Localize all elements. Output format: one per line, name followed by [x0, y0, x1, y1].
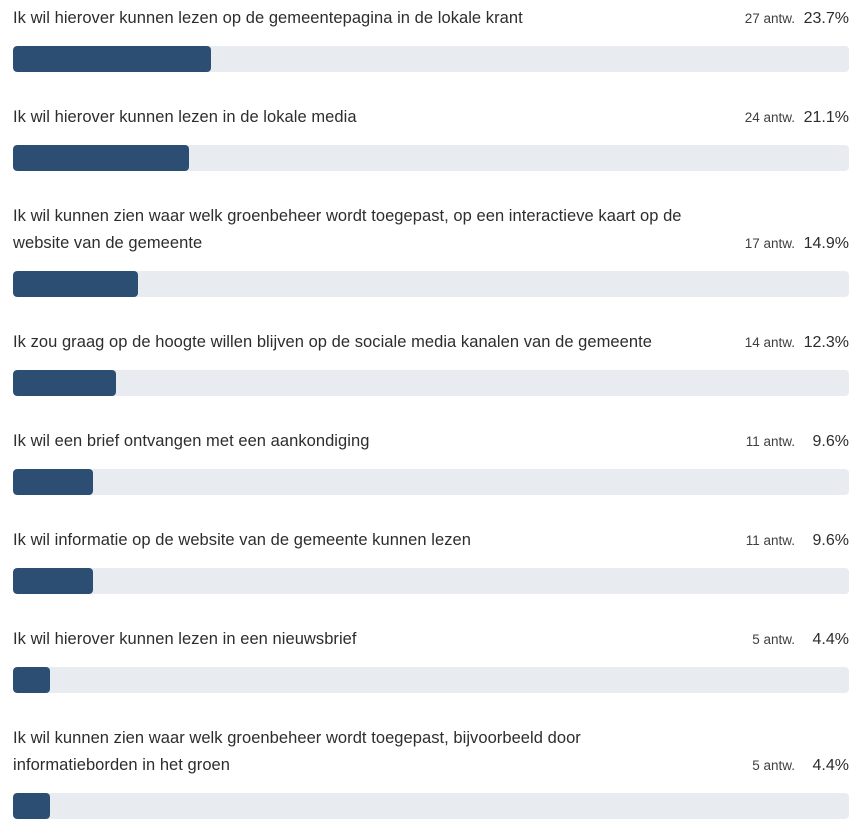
progress-track: [13, 469, 849, 495]
answer-stats: 11 antw. 9.6%: [746, 527, 849, 554]
answer-label: Ik wil kunnen zien waar welk groenbeheer…: [13, 207, 682, 252]
answer-count: 5 antw.: [752, 758, 795, 773]
progress-track: [13, 793, 849, 819]
answer-label: Ik wil kunnen zien waar welk groenbeheer…: [13, 729, 581, 774]
result-row-header: Ik wil kunnen zien waar welk groenbeheer…: [13, 725, 849, 779]
answer-stats: 5 antw. 4.4%: [752, 752, 849, 779]
answer-count: 11 antw.: [745, 434, 795, 449]
result-row-header: Ik wil hierover kunnen lezen op de gemee…: [13, 5, 849, 32]
answer-label: Ik wil informatie op de website van de g…: [13, 531, 471, 549]
progress-bar: [13, 46, 211, 72]
answer-label: Ik wil hierover kunnen lezen op de gemee…: [13, 9, 523, 27]
progress-track: [13, 271, 849, 297]
answer-percentage: 9.6%: [812, 532, 849, 549]
progress-bar: [13, 469, 93, 495]
result-row-header: Ik wil een brief ontvangen met een aanko…: [13, 428, 849, 455]
answer-label: Ik wil een brief ontvangen met een aanko…: [13, 432, 370, 450]
answer-label: Ik zou graag op de hoogte willen blijven…: [13, 333, 652, 351]
progress-track: [13, 145, 849, 171]
progress-bar: [13, 667, 50, 693]
answer-stats: 17 antw. 14.9%: [745, 230, 849, 257]
answer-stats: 5 antw. 4.4%: [752, 626, 849, 653]
answer-percentage: 21.1%: [803, 109, 849, 126]
progress-bar: [13, 145, 189, 171]
result-row: Ik wil informatie op de website van de g…: [13, 527, 849, 594]
answer-count: 17 antw.: [744, 236, 795, 251]
answer-stats: 11 antw. 9.6%: [746, 428, 849, 455]
result-row: Ik wil hierover kunnen lezen in een nieu…: [13, 626, 849, 693]
answer-percentage: 23.7%: [803, 10, 849, 27]
answer-label: Ik wil hierover kunnen lezen in de lokal…: [13, 108, 357, 126]
progress-bar: [13, 793, 50, 819]
answer-percentage: 12.3%: [803, 334, 849, 351]
result-row-header: Ik wil hierover kunnen lezen in een nieu…: [13, 626, 849, 653]
result-row-header: Ik zou graag op de hoogte willen blijven…: [13, 329, 849, 356]
answer-stats: 27 antw. 23.7%: [745, 5, 849, 32]
result-row: Ik wil een brief ontvangen met een aanko…: [13, 428, 849, 495]
answer-count: 5 antw.: [752, 632, 795, 647]
result-row: Ik zou graag op de hoogte willen blijven…: [13, 329, 849, 396]
answer-count: 24 antw.: [744, 110, 795, 125]
progress-bar: [13, 271, 138, 297]
progress-bar: [13, 370, 116, 396]
result-row-header: Ik wil informatie op de website van de g…: [13, 527, 849, 554]
progress-track: [13, 370, 849, 396]
answer-percentage: 9.6%: [812, 433, 849, 450]
result-row: Ik wil kunnen zien waar welk groenbeheer…: [13, 725, 849, 819]
answer-percentage: 14.9%: [803, 235, 849, 252]
result-row-header: Ik wil kunnen zien waar welk groenbeheer…: [13, 203, 849, 257]
progress-track: [13, 46, 849, 72]
progress-track: [13, 667, 849, 693]
answer-count: 11 antw.: [745, 533, 795, 548]
answer-percentage: 4.4%: [812, 757, 849, 774]
progress-track: [13, 568, 849, 594]
answer-stats: 14 antw. 12.3%: [745, 329, 849, 356]
result-row: Ik wil hierover kunnen lezen in de lokal…: [13, 104, 849, 171]
progress-bar: [13, 568, 93, 594]
answer-count: 27 antw.: [744, 11, 795, 26]
answer-percentage: 4.4%: [812, 631, 849, 648]
result-row-header: Ik wil hierover kunnen lezen in de lokal…: [13, 104, 849, 131]
result-row: Ik wil hierover kunnen lezen op de gemee…: [13, 5, 849, 72]
answer-label: Ik wil hierover kunnen lezen in een nieu…: [13, 630, 357, 648]
answer-count: 14 antw.: [744, 335, 795, 350]
result-row: Ik wil kunnen zien waar welk groenbeheer…: [13, 203, 849, 297]
answer-stats: 24 antw. 21.1%: [745, 104, 849, 131]
